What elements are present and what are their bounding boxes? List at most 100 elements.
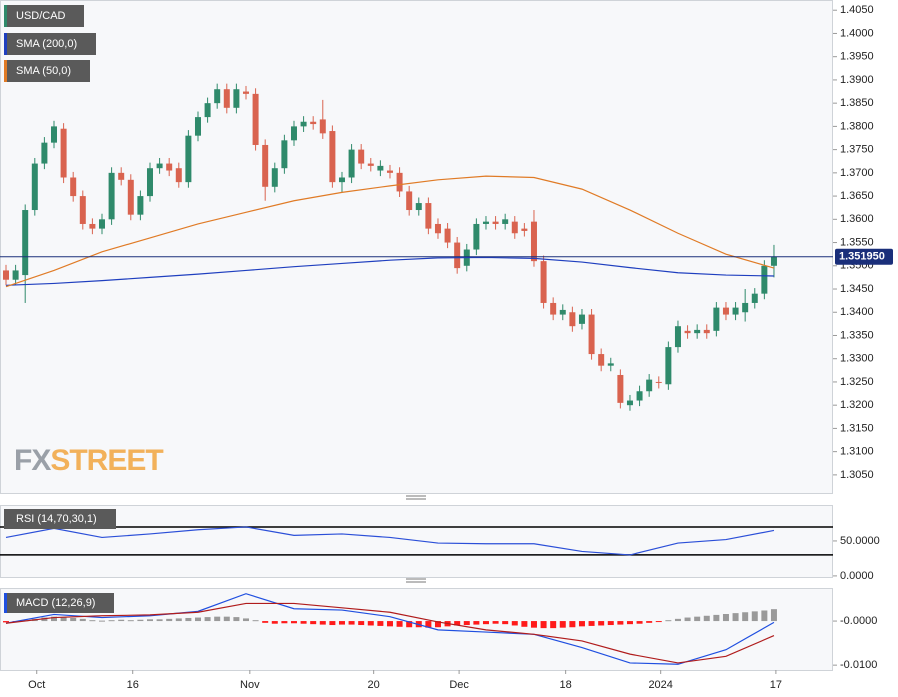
- histogram-bar: [636, 621, 643, 624]
- legend-label: USD/CAD: [16, 10, 66, 22]
- candle-body: [655, 381, 662, 383]
- histogram-bar: [377, 621, 384, 626]
- candle-body: [521, 228, 528, 231]
- histogram-bar: [540, 621, 547, 629]
- histogram-bar: [530, 621, 537, 628]
- x-tick-label: 20: [368, 679, 380, 691]
- candle-body: [185, 135, 192, 183]
- histogram-bar: [79, 618, 86, 622]
- histogram-bar: [626, 621, 633, 625]
- histogram-bar: [511, 621, 518, 626]
- y-tick-label: 1.3100: [840, 446, 874, 458]
- line: [5, 602, 775, 664]
- candle-body: [358, 149, 365, 164]
- x-tick-label: Oct: [28, 679, 45, 691]
- candle-body: [31, 163, 38, 211]
- candle-body: [252, 93, 259, 145]
- y-tick-label: 1.3850: [840, 97, 874, 109]
- candle-body: [79, 196, 86, 224]
- candle-body: [684, 330, 691, 334]
- histogram-bar: [454, 621, 461, 626]
- candle-body: [559, 309, 566, 315]
- price-panel: [0, 0, 833, 494]
- legend-label: SMA (50,0): [16, 65, 71, 77]
- histogram-bar: [617, 621, 624, 625]
- candle-body: [540, 261, 547, 303]
- candle-body: [233, 89, 240, 108]
- candle-body: [434, 223, 441, 234]
- candle-body: [415, 203, 422, 211]
- y-tick-label: 50.0000: [840, 535, 880, 547]
- candle-body: [146, 168, 153, 197]
- histogram-bar: [655, 621, 662, 623]
- candle-body: [742, 302, 749, 313]
- histogram-bar: [223, 616, 230, 622]
- candle-body: [617, 374, 624, 403]
- candle-body: [578, 314, 585, 324]
- last-price-label: 1.351950: [839, 251, 885, 263]
- candle-body: [70, 177, 77, 197]
- candle-body: [569, 312, 576, 327]
- y-tick-label: 1.3750: [840, 144, 874, 156]
- histogram-bar: [598, 621, 605, 626]
- candle-body: [271, 168, 278, 187]
- histogram-bar: [156, 619, 163, 622]
- line: [5, 593, 775, 665]
- candle-body: [598, 354, 605, 366]
- histogram-bar: [2, 621, 9, 623]
- y-tick-label: 1.3900: [840, 74, 874, 86]
- candle-body: [530, 221, 537, 262]
- legend-swatch: [4, 593, 7, 613]
- histogram-bar: [674, 618, 681, 622]
- histogram-bar: [694, 616, 701, 622]
- histogram-bar: [118, 619, 125, 622]
- candle-body: [242, 91, 249, 94]
- legend: USD/CAD SMA (200,0) SMA (50,0) RSI (14,7…: [4, 5, 116, 613]
- histogram-bar: [310, 621, 317, 625]
- y-tick-label: 1.3600: [840, 213, 874, 225]
- histogram-bar: [761, 610, 768, 622]
- histogram-bar: [127, 620, 134, 622]
- splitter[interactable]: [406, 495, 426, 583]
- histogram-bar: [290, 621, 297, 624]
- y-tick-label: 1.3400: [840, 306, 874, 318]
- line: [5, 526, 775, 556]
- y-tick-label: 1.4050: [840, 4, 874, 16]
- watermark: FXSTREET: [14, 444, 163, 477]
- histogram-bar: [281, 621, 288, 624]
- candle-body: [626, 400, 633, 406]
- y-tick-label: 1.3950: [840, 51, 874, 63]
- candle-body: [89, 223, 96, 229]
- candle-body: [98, 219, 105, 229]
- histogram-bar: [684, 617, 691, 622]
- last-price-tag: [835, 248, 893, 265]
- histogram-bar: [578, 621, 585, 627]
- candle-body: [319, 119, 326, 134]
- histogram-bar: [521, 621, 528, 627]
- legend-swatch: [4, 60, 7, 82]
- x-tick-label: Dec: [449, 679, 469, 691]
- histogram-bar: [41, 617, 48, 622]
- histogram-bar: [60, 617, 67, 622]
- candle-body: [492, 221, 499, 224]
- candle-body: [329, 131, 336, 183]
- candle-body: [425, 203, 432, 229]
- candle-body: [444, 228, 451, 243]
- candle-body: [281, 140, 288, 169]
- candle-body: [166, 163, 173, 171]
- candle-body: [194, 117, 201, 136]
- histogram-bar: [559, 621, 566, 628]
- watermark-fx: FX: [14, 444, 51, 477]
- candle-body: [636, 391, 643, 401]
- candle-body: [646, 379, 653, 392]
- x-tick-label: Nov: [240, 679, 260, 691]
- candle-body: [204, 103, 211, 118]
- watermark-street: STREET: [50, 444, 163, 477]
- histogram-bar: [194, 617, 201, 622]
- candle-body: [502, 219, 509, 224]
- y-tick-label: 1.3050: [840, 469, 874, 481]
- histogram-bar: [742, 612, 749, 622]
- legend-swatch: [4, 5, 7, 27]
- histogram-bar: [185, 617, 192, 622]
